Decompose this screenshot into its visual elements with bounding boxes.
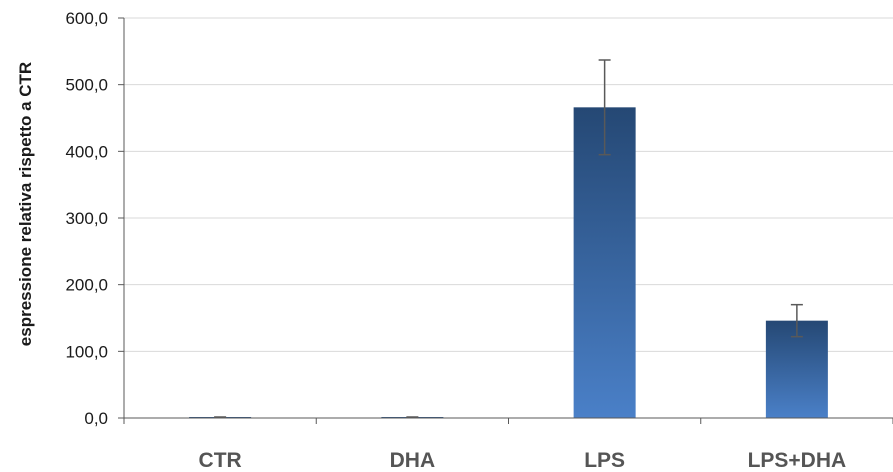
error-bar	[598, 59, 611, 156]
axes	[118, 17, 893, 424]
y-tick-label: 400,0	[65, 142, 108, 161]
category-labels: CTR DHA LPS LPS+DHA	[199, 449, 847, 472]
x-tick-label: DHA	[390, 449, 436, 472]
bars	[189, 107, 828, 418]
bar-lps	[573, 107, 636, 418]
y-tick-labels: 0,0 100,0 200,0 300,0 400,0 500,0 600,0	[65, 9, 108, 428]
y-tick-label: 200,0	[65, 276, 108, 295]
x-tick-label: LPS	[584, 449, 625, 472]
gridlines	[124, 17, 893, 352]
y-tick-label: 300,0	[65, 209, 108, 228]
y-tick-label: 600,0	[65, 9, 108, 28]
y-tick-label: 0,0	[84, 409, 108, 428]
error-bars	[214, 59, 803, 419]
error-bar	[790, 303, 803, 338]
y-tick-label: 100,0	[65, 342, 108, 361]
y-tick-label: 500,0	[65, 76, 108, 95]
x-tick-label: CTR	[199, 449, 242, 472]
x-tick-label: LPS+DHA	[748, 449, 847, 472]
y-axis-title: espressione relativa rispetto a CTR	[16, 62, 35, 346]
